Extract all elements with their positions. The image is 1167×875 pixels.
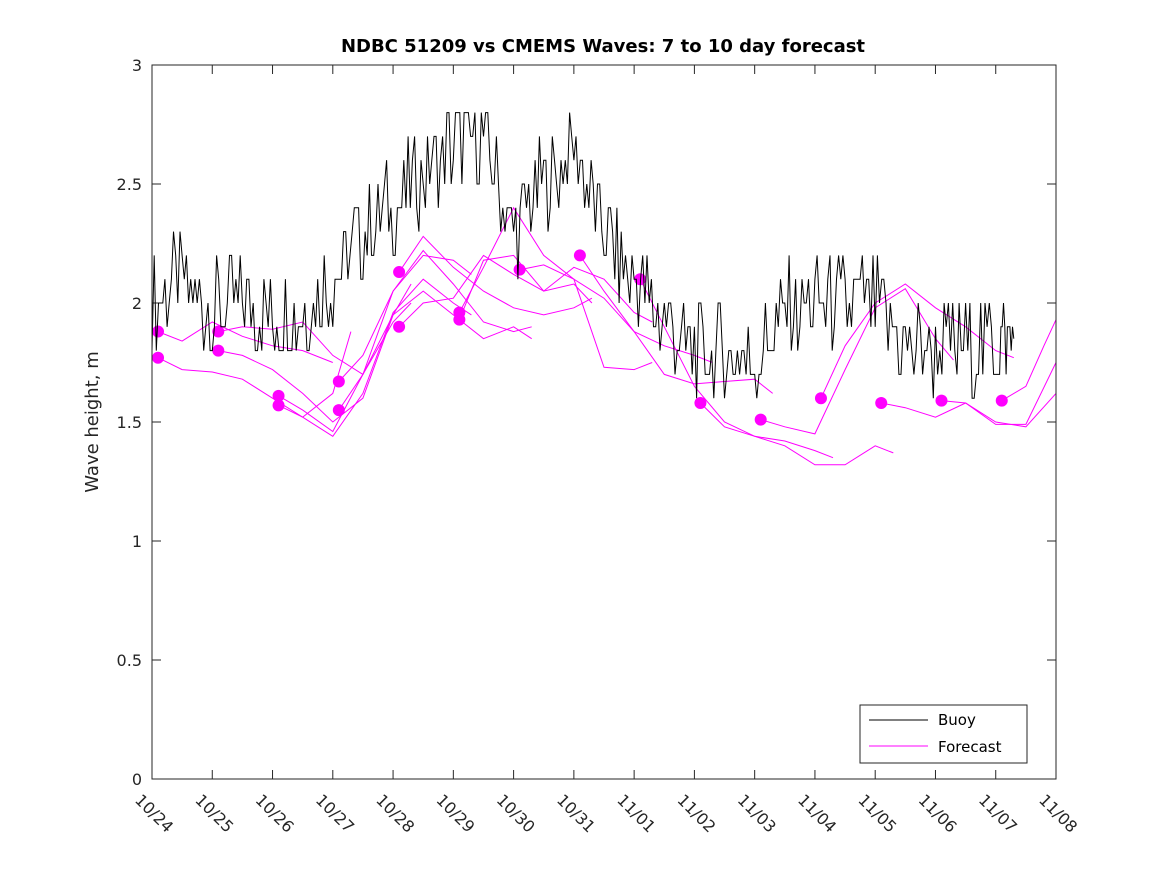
x-tick-label: 11/02 <box>674 790 720 836</box>
forecast-line <box>760 288 954 435</box>
y-tick-label: 2.5 <box>117 175 142 194</box>
y-tick-label: 1 <box>132 532 142 551</box>
forecast-line <box>157 331 352 418</box>
forecast-line <box>458 206 653 371</box>
y-tick-label: 1.5 <box>117 413 142 432</box>
forecast-start-marker <box>152 351 165 364</box>
x-tick-label: 10/25 <box>191 790 237 836</box>
forecast-start-marker <box>393 266 406 279</box>
y-axis-label: Wave height, m <box>82 351 103 492</box>
forecast-line <box>278 254 472 433</box>
x-tick-label: 11/04 <box>794 790 840 836</box>
forecast-line <box>519 264 713 363</box>
x-tick-label: 10/26 <box>252 790 298 836</box>
forecast-start-marker <box>995 394 1008 407</box>
forecast-line <box>700 402 894 466</box>
forecast-line <box>579 255 774 394</box>
plot-frame <box>151 64 1057 780</box>
forecast-line <box>338 249 532 382</box>
x-tick-label: 10/27 <box>312 790 358 836</box>
forecast-start-marker <box>332 404 345 417</box>
forecast-line <box>218 283 412 423</box>
forecast-line <box>639 278 834 459</box>
x-tick-label: 10/24 <box>131 790 177 836</box>
forecast-start-marker <box>272 389 285 402</box>
forecast-start-marker <box>212 325 225 338</box>
y-tick-label: 0.5 <box>117 651 142 670</box>
x-tick-label: 10/31 <box>553 790 599 836</box>
forecast-start-marker <box>393 320 406 333</box>
x-tick-label: 11/05 <box>854 790 900 836</box>
forecast-line <box>1001 319 1057 402</box>
plot-area <box>152 65 1056 779</box>
x-tick-label: 11/08 <box>1035 790 1081 836</box>
forecast-line <box>157 321 333 363</box>
forecast-line <box>338 290 532 411</box>
x-tick-label: 11/06 <box>915 790 961 836</box>
buoy-line <box>151 112 1015 399</box>
x-tick-label: 10/30 <box>493 790 539 836</box>
legend-buoy-label: Buoy <box>938 711 976 729</box>
y-tick-label: 3 <box>132 56 142 75</box>
forecast-start-marker <box>453 313 466 326</box>
forecast-start-marker <box>272 399 285 412</box>
forecast-line <box>941 362 1057 425</box>
forecast-start-marker <box>814 392 827 405</box>
x-tick-label: 11/07 <box>975 790 1021 836</box>
forecast-start-marker <box>152 325 165 338</box>
legend-box <box>859 704 1028 764</box>
forecast-line <box>458 254 653 323</box>
x-tick-label: 10/28 <box>372 790 418 836</box>
legend-forecast-label: Forecast <box>938 738 1002 756</box>
forecast-line <box>820 283 1014 399</box>
forecast-start-marker <box>694 396 707 409</box>
forecast-line <box>398 254 593 328</box>
forecast-start-marker <box>573 249 586 262</box>
forecast-start-marker <box>513 263 526 276</box>
y-tick-label: 2 <box>132 294 142 313</box>
legend: Buoy Forecast <box>859 704 1028 764</box>
forecast-line <box>398 235 593 316</box>
chart-title: NDBC 51209 vs CMEMS Waves: 7 to 10 day f… <box>341 36 865 57</box>
forecast-start-marker <box>935 394 948 407</box>
x-tick-label: 11/03 <box>734 790 780 836</box>
forecast-start-marker <box>875 396 888 409</box>
forecast-start-marker <box>212 344 225 357</box>
forecast-line <box>218 302 412 376</box>
forecast-start-marker <box>754 413 767 426</box>
x-tick-label: 10/29 <box>433 790 479 836</box>
forecast-start-marker <box>332 375 345 388</box>
x-tick-label: 11/01 <box>613 790 659 836</box>
y-tick-label: 0 <box>132 770 142 789</box>
